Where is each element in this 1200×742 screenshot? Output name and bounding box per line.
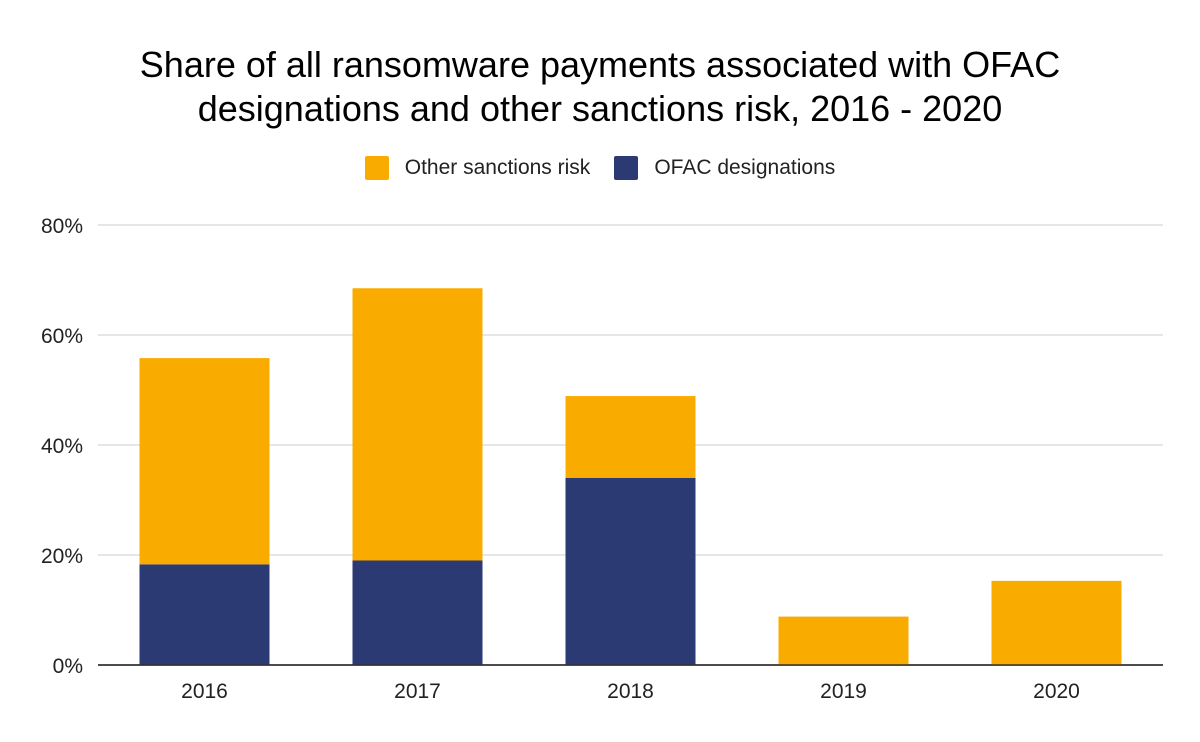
x-tick-label-2017: 2017 [394,680,441,703]
y-tick-label-20: 20% [41,545,83,568]
legend-item-ofac-designations: OFAC designations [614,156,835,180]
bar-2018-other-sanctions-risk [565,396,696,478]
y-tick-label-60: 60% [41,325,83,348]
chart-title-line-1: Share of all ransomware payments associa… [139,44,1061,85]
legend-item-other-sanctions-risk: Other sanctions risk [364,156,591,180]
y-tick-label-40: 40% [41,435,83,458]
bar-2019-other-sanctions-risk [778,616,909,665]
legend-label-other-sanctions-risk: Other sanctions risk [404,156,591,179]
bar-2016-ofac-designations [139,564,270,665]
y-tick-label-80: 80% [41,215,83,238]
x-tick-label-2016: 2016 [181,680,228,703]
legend-label-ofac-designations: OFAC designations [654,156,836,179]
x-tick-label-2020: 2020 [1033,680,1080,703]
chart-title-line-2: designations and other sanctions risk, 2… [197,88,1003,129]
legend: Other sanctions risk OFAC designations [0,156,1200,180]
x-tick-label-2019: 2019 [820,680,867,703]
bar-2017-ofac-designations [352,560,483,665]
y-tick-label-0: 0% [53,655,83,678]
bar-2020-other-sanctions-risk [991,580,1122,665]
bar-2016-other-sanctions-risk [139,358,270,565]
bar-2017-other-sanctions-risk [352,288,483,561]
x-tick-label-2018: 2018 [607,680,654,703]
legend-swatch-other-sanctions-risk [364,156,389,180]
legend-swatch-ofac-designations [614,156,639,180]
bar-2018-ofac-designations [565,478,696,665]
